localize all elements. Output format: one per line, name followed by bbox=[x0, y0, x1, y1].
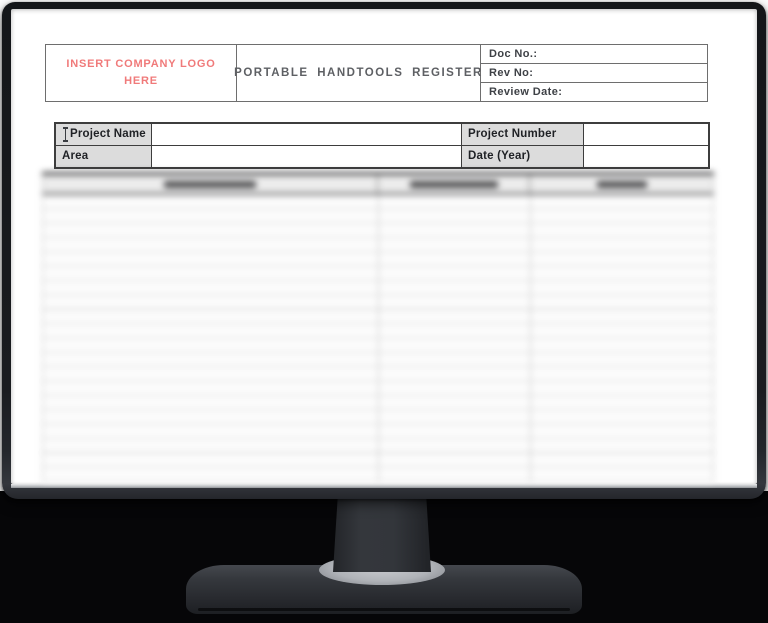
company-logo-placeholder-text: INSERT COMPANY LOGO HERE bbox=[66, 57, 216, 87]
project-info-table: Project Name Project Number Area Date (Y… bbox=[54, 122, 710, 169]
document-header-table: INSERT COMPANY LOGO HERE PORTABLE HANDTO… bbox=[45, 44, 708, 102]
project-number-value-cell[interactable] bbox=[584, 124, 708, 146]
register-column-divider bbox=[530, 195, 531, 482]
review-date-row[interactable]: Review Date: bbox=[481, 83, 707, 101]
text-cursor-icon bbox=[62, 126, 69, 142]
doc-no-label: Doc No.: bbox=[489, 48, 538, 60]
project-name-label: Project Name bbox=[70, 128, 146, 141]
register-column-divider bbox=[378, 195, 379, 482]
monitor-screen: INSERT COMPANY LOGO HERE PORTABLE HANDTO… bbox=[11, 9, 757, 484]
area-label-cell: Area bbox=[56, 145, 152, 167]
doc-no-row[interactable]: Doc No.: bbox=[481, 45, 707, 64]
monitor-stand-neck bbox=[333, 494, 431, 572]
document-title-cell: PORTABLE HANDTOOLS REGISTER bbox=[234, 45, 483, 101]
project-number-label: Project Number bbox=[468, 128, 557, 141]
register-column-header bbox=[378, 175, 530, 193]
project-name-label-cell: Project Name bbox=[56, 124, 152, 146]
area-label: Area bbox=[62, 150, 89, 163]
document-title: PORTABLE HANDTOOLS REGISTER bbox=[234, 67, 483, 79]
project-number-label-cell: Project Number bbox=[462, 124, 584, 146]
register-table-header bbox=[42, 175, 714, 195]
blurred-header-text bbox=[409, 180, 498, 188]
date-year-label-cell: Date (Year) bbox=[462, 145, 584, 167]
review-date-label: Review Date: bbox=[489, 86, 563, 98]
doc-info-cell: Doc No.: Rev No: Review Date: bbox=[481, 45, 707, 101]
register-table-top-border bbox=[42, 172, 714, 175]
register-table-blurred bbox=[42, 172, 714, 484]
register-table-body bbox=[42, 195, 714, 482]
rev-no-label: Rev No: bbox=[489, 67, 534, 79]
register-column-header bbox=[43, 175, 378, 193]
company-logo-cell[interactable]: INSERT COMPANY LOGO HERE bbox=[46, 45, 237, 101]
date-year-label: Date (Year) bbox=[468, 150, 531, 163]
monitor-screen-lip bbox=[11, 484, 757, 488]
monitor-bezel: INSERT COMPANY LOGO HERE PORTABLE HANDTO… bbox=[2, 2, 766, 499]
rev-no-row[interactable]: Rev No: bbox=[481, 64, 707, 83]
monitor-base-lip bbox=[198, 608, 570, 611]
register-column-header bbox=[530, 175, 713, 193]
blurred-header-text bbox=[596, 180, 647, 188]
project-name-value-cell[interactable] bbox=[152, 124, 462, 146]
area-value-cell[interactable] bbox=[152, 145, 462, 167]
blurred-header-text bbox=[164, 180, 256, 188]
date-year-value-cell[interactable] bbox=[584, 145, 708, 167]
